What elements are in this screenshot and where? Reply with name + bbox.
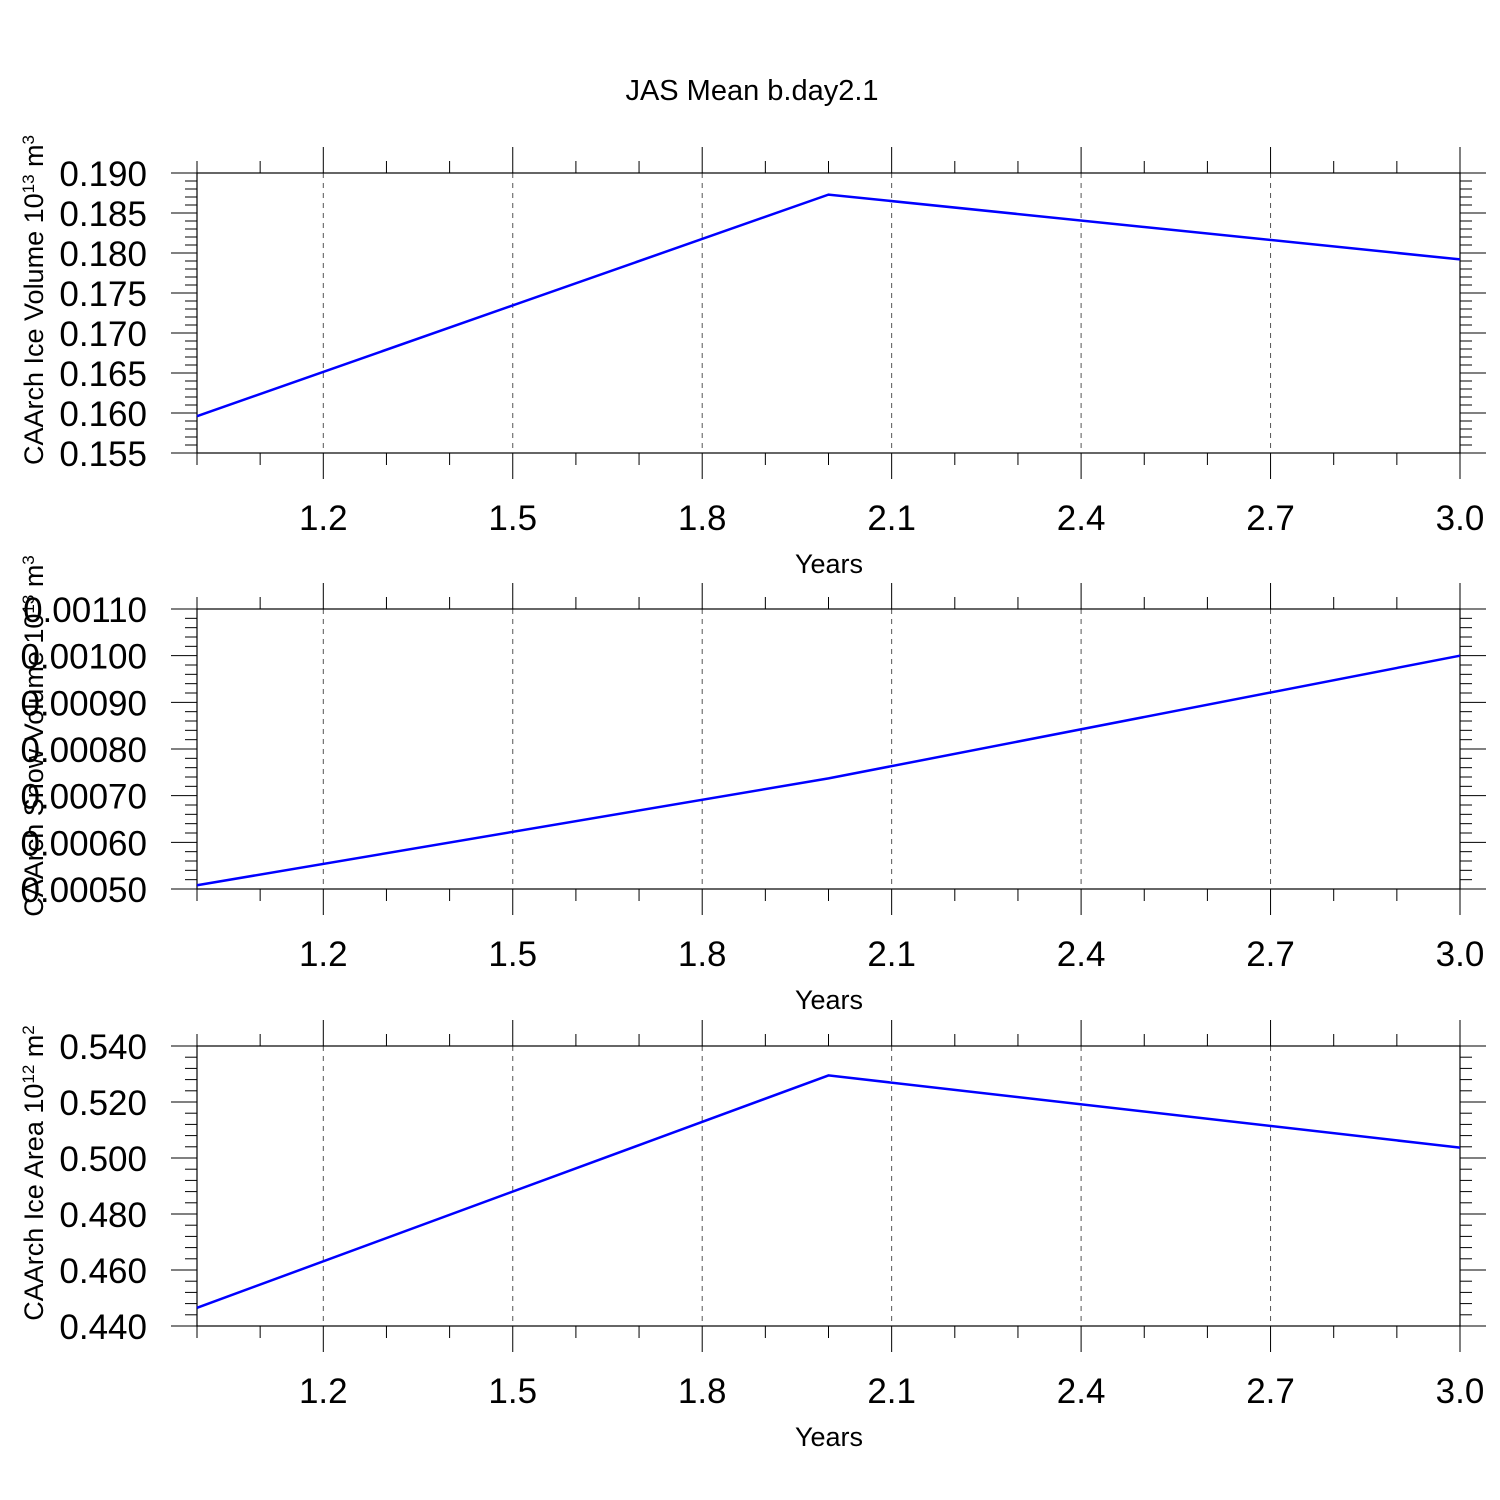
x-tick-label: 1.5 xyxy=(488,499,537,538)
x-tick-label: 2.4 xyxy=(1057,935,1106,974)
y-axis-label-exp: 12 xyxy=(19,1065,38,1084)
panel-3: 1.2 1.5 1.8 2.1 2.4 2.7 3.0 0.440 0.460 0.480 0.50… xyxy=(19,1020,1486,1452)
y-tick-label: 0.175 xyxy=(59,275,147,314)
y-axis-label-prefix: CAArch Snow Volume 10 xyxy=(19,614,49,917)
y-tick-label: 0.180 xyxy=(59,235,147,274)
y-tick-label: 0.440 xyxy=(59,1308,147,1347)
y-tick-label: 0.00070 xyxy=(20,778,147,817)
figure-title: JAS Mean b.day2.1 xyxy=(625,75,878,107)
y-tick-label: 0.00080 xyxy=(20,731,147,770)
x-tick-label: 2.7 xyxy=(1246,499,1295,538)
y-axis-label-unit-exp: 2 xyxy=(19,1025,38,1034)
y-axis-label-unit-exp: 3 xyxy=(19,135,38,144)
x-tick-label: 2.1 xyxy=(867,1372,916,1411)
x-axis-label: Years xyxy=(795,985,863,1015)
y-tick-label: 0.480 xyxy=(59,1196,147,1235)
y-axis-label-unit: m xyxy=(19,144,49,174)
y-tick-label: 0.155 xyxy=(59,435,147,474)
y-axis-label-prefix: CAArch Ice Area 10 xyxy=(19,1084,49,1321)
y-tick-label: 0.460 xyxy=(59,1252,147,1291)
x-tick-label: 1.5 xyxy=(488,935,537,974)
y-axis-label: CAArch Ice Volume 1013 m3 xyxy=(19,135,50,465)
x-tick-label: 2.4 xyxy=(1057,499,1106,538)
y-tick-label: 0.520 xyxy=(59,1084,147,1123)
x-tick-label: 1.2 xyxy=(299,935,348,974)
y-axis-label: CAArch Snow Volume 1013 m3 xyxy=(19,555,50,917)
y-tick-label: 0.00090 xyxy=(20,684,147,723)
y-axis-label-exp: 13 xyxy=(19,595,38,614)
x-tick-label: 1.2 xyxy=(299,499,348,538)
x-tick-label: 1.8 xyxy=(678,499,727,538)
x-tick-label: 1.2 xyxy=(299,1372,348,1411)
x-tick-label: 2.1 xyxy=(867,935,916,974)
y-axis-label-exp: 13 xyxy=(19,174,38,193)
y-tick-label: 0.170 xyxy=(59,315,147,354)
y-axis-label-unit: m xyxy=(19,1035,49,1065)
x-tick-label: 2.1 xyxy=(867,499,916,538)
x-tick-label: 3.0 xyxy=(1436,935,1485,974)
y-tick-label: 0.165 xyxy=(59,355,147,394)
y-tick-label: 0.190 xyxy=(59,155,147,194)
x-tick-label: 2.4 xyxy=(1057,1372,1106,1411)
y-tick-label: 0.00110 xyxy=(23,591,147,630)
x-tick-label: 1.5 xyxy=(488,1372,537,1411)
y-axis-label-unit: m xyxy=(19,565,49,595)
x-tick-label: 2.7 xyxy=(1246,1372,1295,1411)
y-axis-label-unit-exp: 3 xyxy=(19,555,38,564)
x-axis-label: Years xyxy=(795,549,863,579)
y-tick-label: 0.00060 xyxy=(20,824,147,863)
y-axis-label: CAArch Ice Area 1012 m2 xyxy=(19,1025,50,1321)
panel-2: 1.2 1.5 1.8 2.1 2.4 2.7 3.0 0.00050 0.00060 0.000… xyxy=(19,555,1486,1015)
y-axis-label-prefix: CAArch Ice Volume 10 xyxy=(19,193,49,465)
y-tick-label: 0.185 xyxy=(59,195,147,234)
x-tick-label: 1.8 xyxy=(678,935,727,974)
x-tick-label: 3.0 xyxy=(1436,1372,1485,1411)
y-tick-label: 0.00050 xyxy=(20,871,147,910)
x-tick-label: 2.7 xyxy=(1246,935,1295,974)
y-tick-label: 0.500 xyxy=(59,1140,147,1179)
x-tick-label: 1.8 xyxy=(678,1372,727,1411)
y-tick-label: 0.00100 xyxy=(20,638,147,677)
panel-1: 1.2 1.5 1.8 2.1 2.4 2.7 3.00.1550.1600.1650.17… xyxy=(19,135,1486,579)
x-axis-label: Years xyxy=(795,1422,863,1452)
x-tick-label: 3.0 xyxy=(1436,499,1485,538)
y-tick-label: 0.160 xyxy=(59,395,147,434)
y-tick-label: 0.540 xyxy=(59,1028,147,1067)
